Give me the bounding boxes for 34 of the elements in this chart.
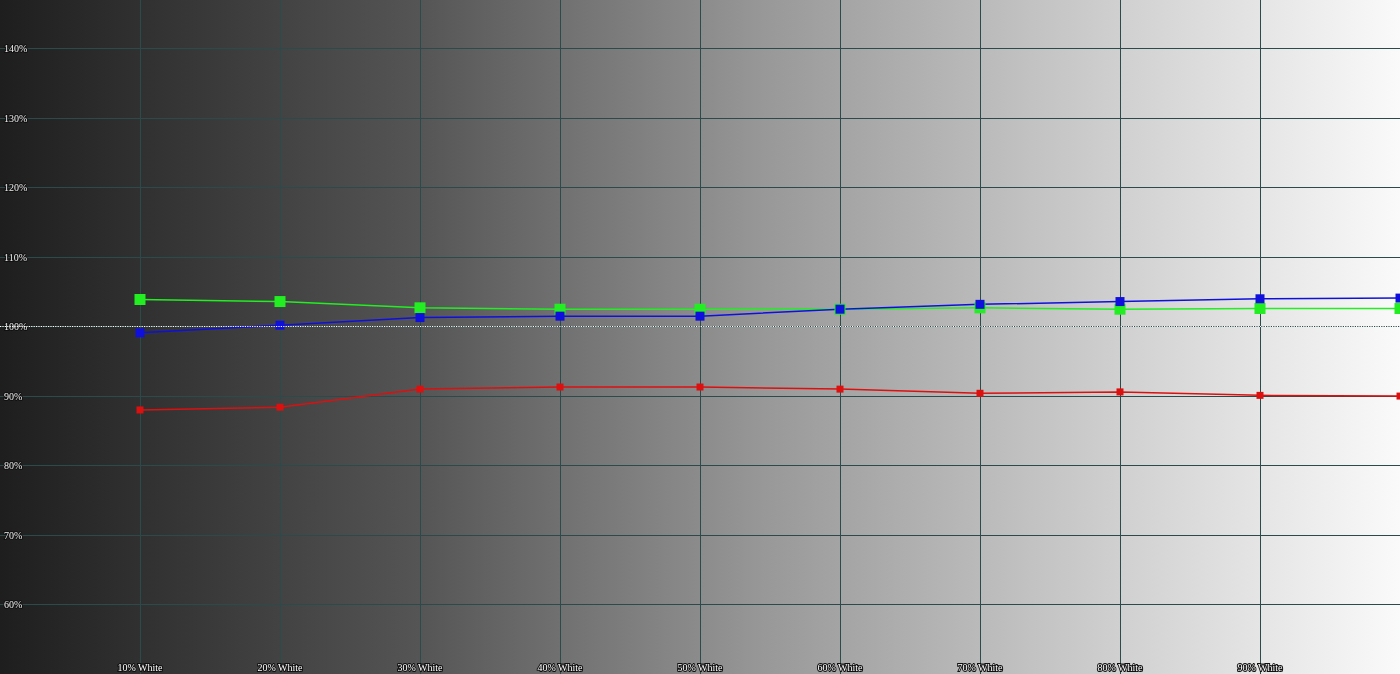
y-tick-label: 90% (4, 390, 23, 402)
y-tick-label: 80% (4, 460, 23, 472)
y-tick-label: 60% (4, 599, 23, 611)
point (695, 311, 705, 321)
point (1255, 294, 1265, 304)
point (1115, 297, 1125, 307)
point (416, 385, 424, 393)
y-tick-label: 120% (4, 182, 28, 194)
point (276, 403, 284, 411)
point (1116, 388, 1124, 396)
point (1256, 391, 1264, 399)
y-tick-label: 140% (4, 43, 28, 55)
x-tick-label: 30% White (397, 661, 444, 673)
point (556, 383, 564, 391)
point (975, 299, 985, 309)
y-tick-label: 70% (4, 529, 23, 541)
point (136, 406, 144, 414)
point (414, 302, 426, 314)
x-tick-label: 10% White (117, 661, 164, 673)
point (134, 293, 146, 305)
y-tick-label: 110% (4, 251, 27, 263)
x-tick-label: 40% White (537, 661, 584, 673)
point (415, 313, 425, 323)
x-tick-label: 20% White (257, 661, 304, 673)
point (274, 296, 286, 308)
y-tick-label: 130% (4, 112, 28, 124)
point (836, 385, 844, 393)
point (555, 311, 565, 321)
point (976, 389, 984, 397)
point (135, 328, 145, 338)
point (1254, 303, 1266, 315)
point (275, 320, 285, 330)
y-tick-label: 100% (4, 321, 28, 333)
point (696, 383, 704, 391)
